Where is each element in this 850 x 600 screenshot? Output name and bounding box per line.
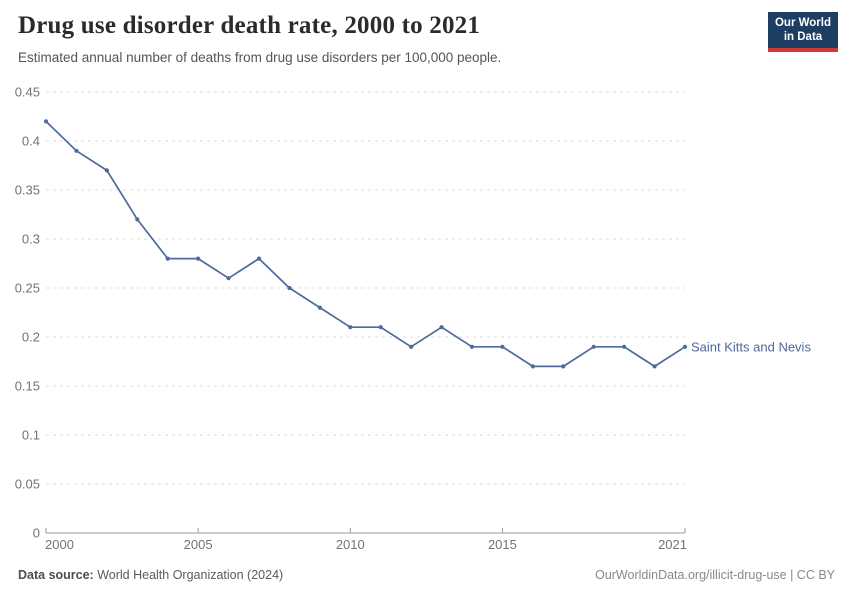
data-source-label: Data source: [18, 568, 94, 582]
data-point[interactable] [500, 344, 505, 349]
owid-logo-line1: Our World [774, 16, 831, 29]
y-tick-label: 0.45 [15, 85, 40, 100]
y-tick-label: 0.15 [15, 379, 40, 394]
x-tick-label: 2021 [658, 537, 687, 552]
y-tick-label: 0.05 [15, 477, 40, 492]
data-point[interactable] [256, 256, 262, 261]
data-point[interactable] [165, 256, 170, 261]
data-point[interactable] [652, 364, 657, 369]
data-point[interactable] [104, 168, 109, 173]
x-tick-label: 2005 [184, 537, 213, 552]
data-point[interactable] [196, 256, 201, 261]
data-source-text: World Health Organization (2024) [93, 568, 284, 582]
data-point[interactable] [317, 305, 322, 310]
x-tick-label: 2000 [45, 537, 74, 552]
data-point[interactable] [43, 119, 49, 124]
data-point[interactable] [591, 344, 596, 349]
owid-logo-line2: in Data [783, 31, 823, 43]
y-tick-label: 0.3 [22, 232, 40, 247]
data-point[interactable] [135, 217, 140, 222]
chart-subtitle: Estimated annual number of deaths from d… [18, 50, 502, 65]
data-point[interactable] [348, 325, 353, 330]
data-point[interactable] [226, 276, 231, 281]
y-tick-label: 0.35 [15, 183, 40, 198]
owid-logo[interactable]: Our World in Data [768, 12, 838, 52]
page-title: Drug use disorder death rate, 2000 to 20… [18, 12, 481, 39]
data-point[interactable] [74, 148, 79, 153]
y-tick-label: 0.1 [22, 428, 40, 443]
series-label[interactable]: Saint Kitts and Nevis [691, 339, 811, 354]
data-point[interactable] [682, 344, 688, 349]
credit-link[interactable]: OurWorldinData.org/illicit-drug-use | CC… [595, 568, 835, 582]
data-point[interactable] [469, 344, 475, 349]
data-source-note: Data source: World Health Organization (… [18, 568, 283, 582]
data-point[interactable] [622, 344, 627, 349]
data-line[interactable] [45, 120, 686, 368]
data-point[interactable] [409, 344, 414, 349]
data-point[interactable] [530, 364, 535, 369]
x-tick-label: 2015 [488, 537, 517, 552]
data-point[interactable] [439, 325, 444, 330]
data-point[interactable] [378, 325, 383, 330]
y-tick-label: 0 [33, 526, 40, 541]
x-tick-label: 2010 [336, 537, 365, 552]
data-point[interactable] [561, 364, 566, 369]
y-tick-label: 0.2 [22, 330, 40, 345]
data-point[interactable] [287, 285, 292, 291]
y-tick-label: 0.25 [15, 281, 40, 296]
y-tick-label: 0.4 [22, 134, 40, 149]
